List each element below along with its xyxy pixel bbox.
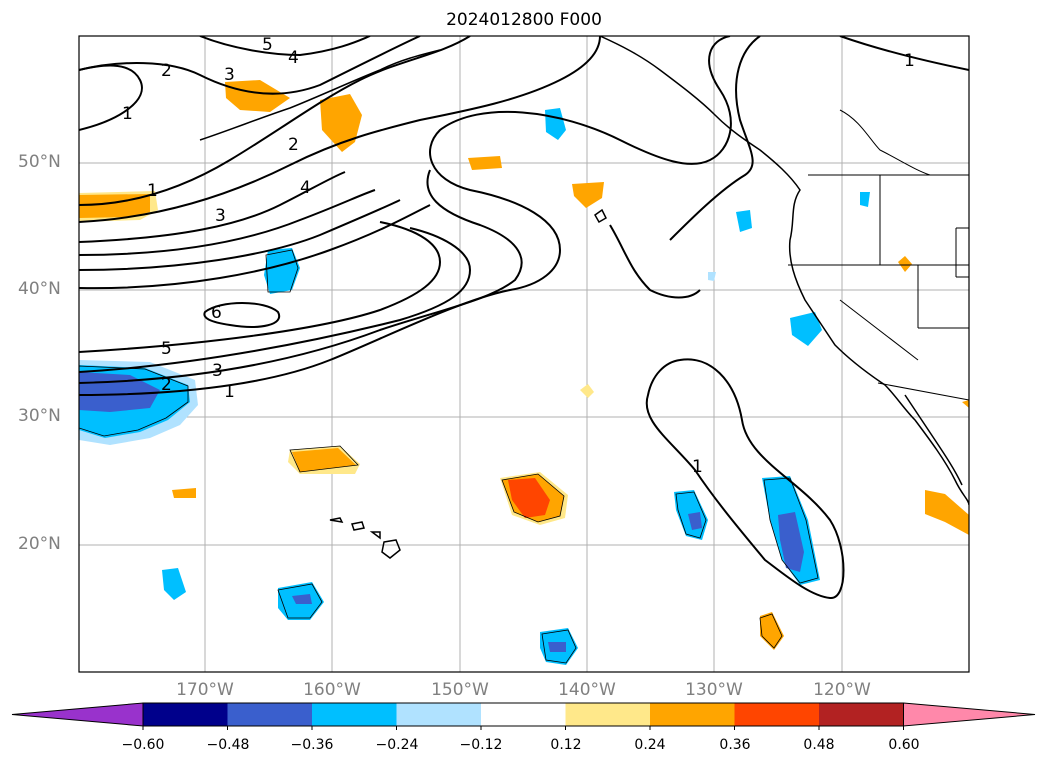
colorbar-border (142, 702, 904, 727)
contour-label: 1 (692, 457, 703, 477)
contour-label: 5 (161, 339, 172, 359)
contour-lines (79, 36, 969, 600)
anomaly-outlines (79, 249, 819, 664)
colorbar-segment (227, 703, 313, 726)
colorbar-segment (650, 703, 735, 726)
colorbar-tick-label: −0.60 (121, 737, 165, 753)
map-title: 2024012800 F000 (446, 10, 602, 30)
lat-label: 20°N (18, 534, 61, 554)
lon-label: 120°W (813, 680, 871, 700)
contour-label-group: 5 4 2 3 1 2 1 3 4 6 5 3 2 1 1 1 (122, 35, 915, 477)
shaded-anomalies (79, 80, 969, 665)
hawaii-big (381, 539, 401, 559)
colorbar-tick-label: 0.60 (888, 737, 920, 753)
colorbar-segment (396, 703, 482, 726)
contour-lower-band-1 (79, 204, 431, 290)
colorbar-tick-label: −0.12 (459, 737, 503, 753)
colorbar-segment (312, 703, 397, 726)
baja-coast (904, 394, 963, 486)
hawaii-3 (369, 531, 381, 540)
contour-1-west (79, 36, 732, 396)
lon-label: 150°W (431, 680, 489, 700)
hawaii-2 (351, 521, 365, 531)
lon-label: 170°W (176, 680, 234, 700)
contour-1-south (645, 358, 845, 600)
contour-label: 2 (161, 61, 172, 81)
contour-ne-2 (669, 36, 761, 241)
lat-label: 40°N (18, 279, 61, 299)
contour-label: 3 (224, 65, 235, 85)
contour-label: 3 (212, 361, 223, 381)
contour-label: 1 (904, 51, 915, 71)
contour-label: 2 (161, 375, 172, 395)
aleutians (199, 49, 441, 141)
contour-lower-band-4 (79, 171, 346, 243)
political-borders (788, 109, 969, 401)
contour-lower-band-2 (79, 199, 401, 271)
colorbar-tick-label: 0.12 (550, 737, 582, 753)
colorbar-segment (481, 703, 566, 726)
lon-label: 130°W (685, 680, 743, 700)
colorbar-segments (11, 702, 1036, 727)
north-america-coast (599, 36, 969, 506)
contour-6-closed (203, 302, 281, 328)
colorbar-tick-label: 0.36 (719, 737, 751, 753)
contour-label: 3 (215, 206, 226, 226)
contour-label: 4 (300, 178, 311, 198)
coastlines (199, 36, 969, 559)
contour-label: 5 (262, 35, 273, 55)
contour-upper-5 (199, 36, 371, 57)
contour-label: 1 (122, 104, 133, 124)
colorbar-tick-label: 0.24 (634, 737, 666, 753)
lon-label: 140°W (558, 680, 616, 700)
contour-3-west (79, 227, 472, 373)
colorbar-extend-high (903, 702, 1036, 727)
colorbar-extend-low (11, 702, 144, 727)
colorbar-segment (143, 703, 228, 726)
contour-upper-1 (79, 36, 601, 223)
lon-label: 160°W (303, 680, 361, 700)
contour-lower-band-3 (79, 189, 376, 256)
colorbar-tick-label: −0.48 (206, 737, 250, 753)
contour-label: 4 (288, 48, 299, 68)
gridlines (79, 36, 969, 672)
contour-2-west (79, 169, 523, 384)
colorbar-tick-label: 0.48 (803, 737, 835, 753)
lat-label: 50°N (18, 152, 61, 172)
colorbar-tick-label: −0.24 (375, 737, 419, 753)
contour-label: 2 (288, 135, 299, 155)
contour-label: 1 (147, 181, 158, 201)
contour-upper-4 (79, 36, 421, 95)
contour-5-west (79, 221, 442, 353)
colorbar-tick-label: −0.36 (290, 737, 334, 753)
hawaii-1 (329, 517, 344, 523)
lat-label: 30°N (18, 406, 61, 426)
contour-label: 1 (224, 382, 235, 402)
contour-ne (839, 36, 969, 71)
contour-upper-2 (79, 36, 471, 206)
contour-label: 6 (211, 303, 222, 323)
map-frame (78, 35, 970, 673)
colorbar-segment (734, 703, 820, 726)
colorbar-segment (819, 703, 904, 726)
colorbar-segment (565, 703, 651, 726)
